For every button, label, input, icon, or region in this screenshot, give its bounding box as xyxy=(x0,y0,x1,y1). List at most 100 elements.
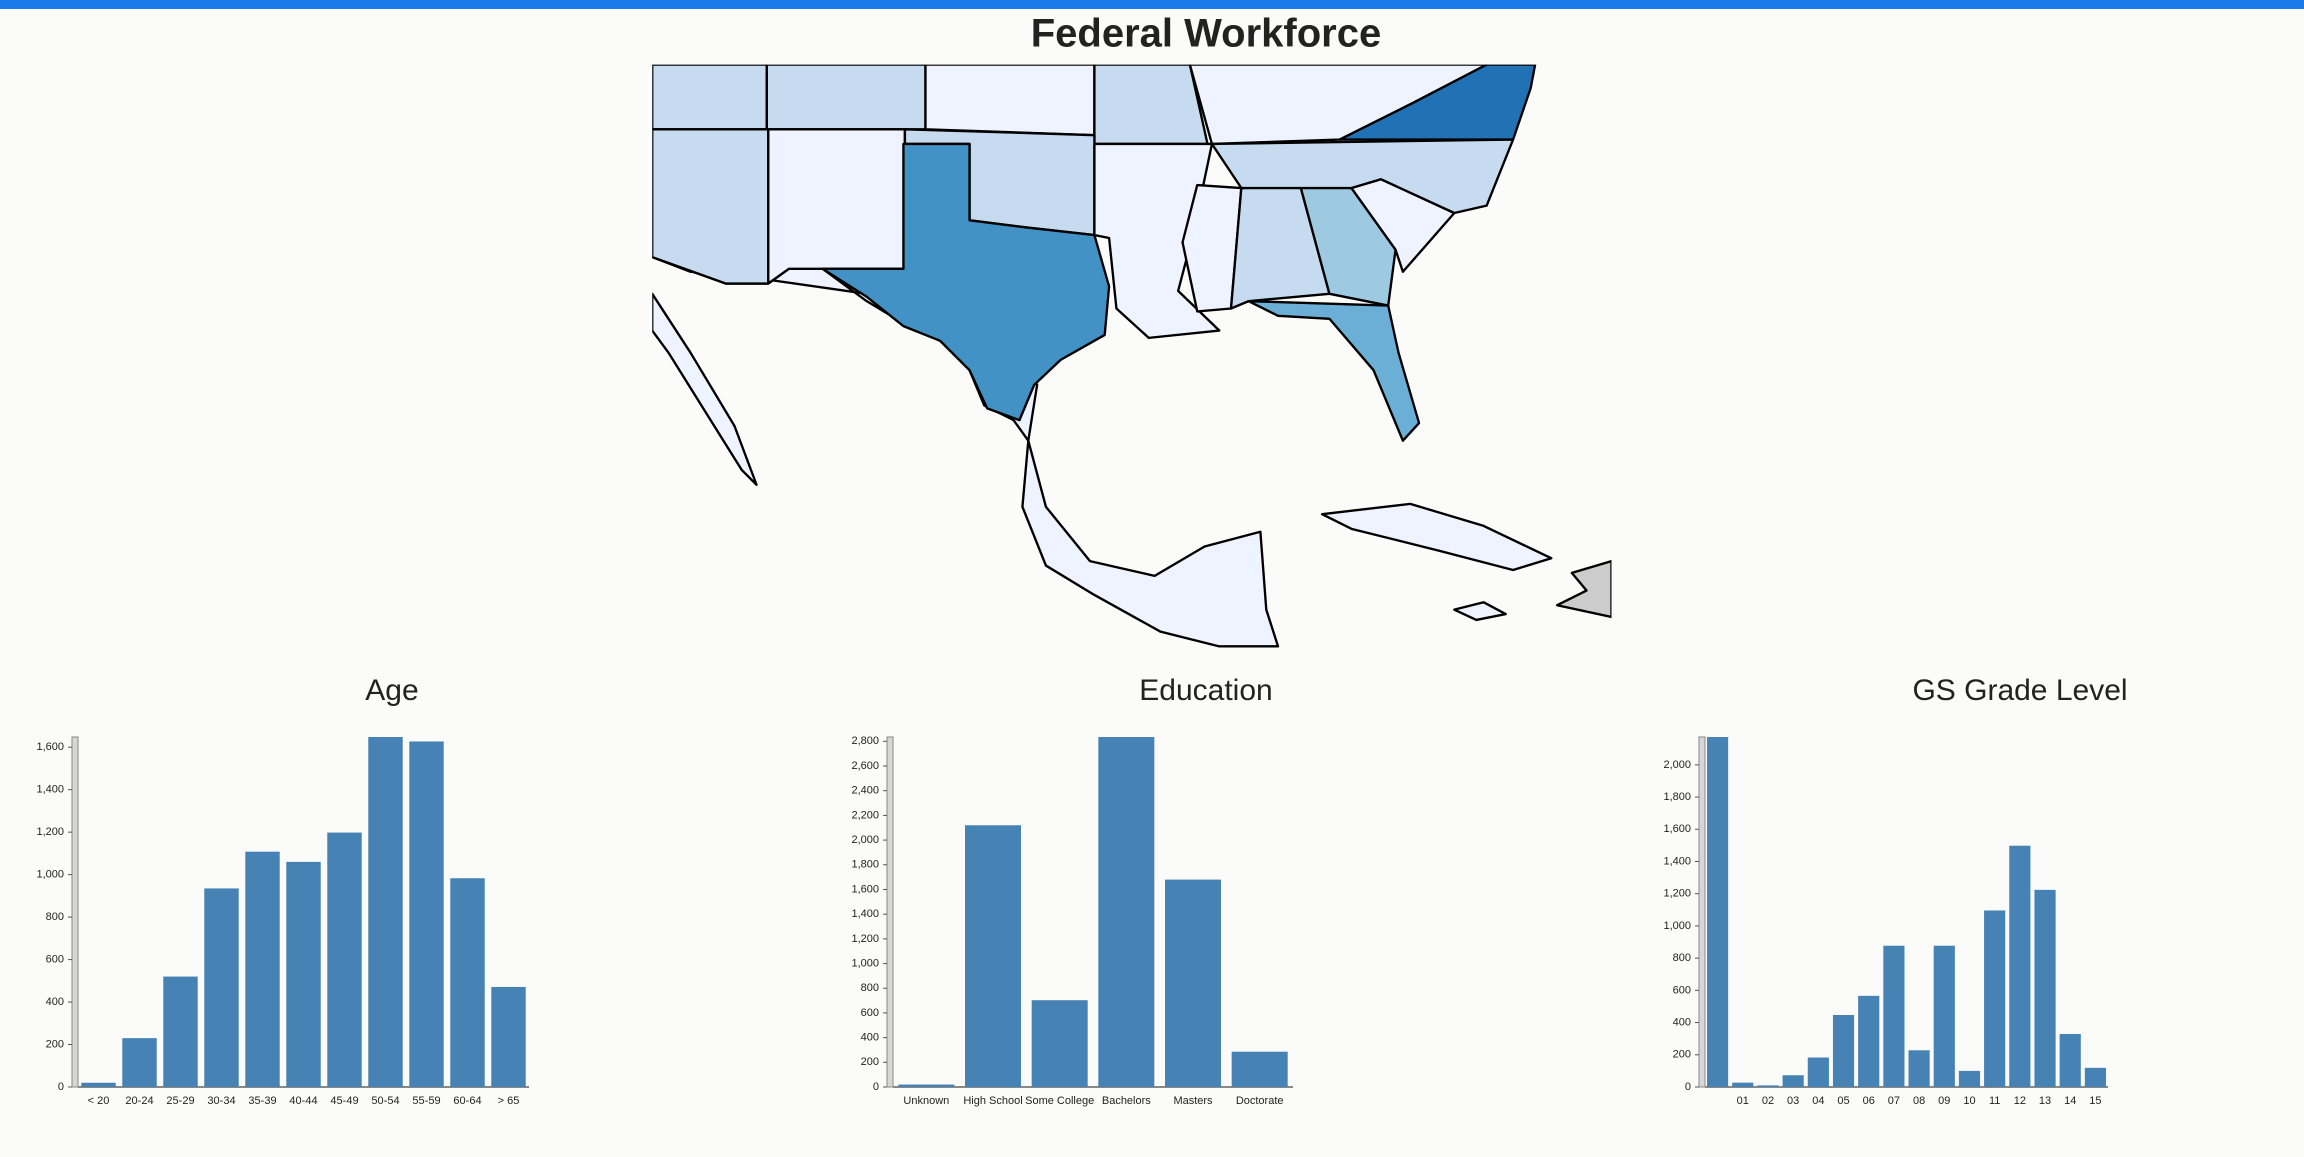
y-tick-label: 200 xyxy=(46,1038,64,1050)
bar xyxy=(1031,1000,1088,1087)
x-tick-label: 04 xyxy=(1812,1095,1824,1107)
x-tick-label: 13 xyxy=(2039,1095,2051,1107)
top-bar xyxy=(0,0,2304,9)
bar xyxy=(1858,995,1880,1087)
x-tick-label: High School xyxy=(963,1095,1022,1107)
y-tick-label: 1,400 xyxy=(1663,855,1691,867)
y-tick-label: 600 xyxy=(1673,984,1691,996)
x-tick-label: 30-34 xyxy=(207,1095,235,1107)
bar xyxy=(898,1084,955,1087)
bar xyxy=(2034,889,2056,1087)
y-tick-label: 0 xyxy=(873,1081,879,1093)
y-tick-label: 200 xyxy=(861,1056,879,1068)
bar xyxy=(1933,945,1955,1087)
y-tick-label: 400 xyxy=(1673,1016,1691,1028)
x-tick-label: 60-64 xyxy=(453,1095,481,1107)
bar xyxy=(81,1082,116,1087)
x-tick-label: 40-44 xyxy=(289,1095,317,1107)
y-tick-label: 200 xyxy=(1673,1049,1691,1061)
y-axis xyxy=(71,736,79,1088)
x-tick-label: 25-29 xyxy=(166,1095,194,1107)
x-tick-label: Doctorate xyxy=(1236,1095,1284,1107)
y-tick-label: 1,600 xyxy=(36,741,64,753)
bar xyxy=(1883,945,1905,1087)
y-tick-label: 600 xyxy=(861,1007,879,1019)
x-tick-label: > 65 xyxy=(498,1095,520,1107)
bar xyxy=(1231,1051,1288,1087)
y-tick-label: 1,600 xyxy=(1663,823,1691,835)
bar xyxy=(327,832,362,1087)
y-tick-label: 1,400 xyxy=(851,908,879,920)
x-tick-label: 09 xyxy=(1938,1095,1950,1107)
x-tick-label: 07 xyxy=(1888,1095,1900,1107)
bar xyxy=(1908,1050,1930,1087)
x-tick-label: Masters xyxy=(1173,1095,1213,1107)
x-tick-label: 08 xyxy=(1913,1095,1925,1107)
bar xyxy=(1098,737,1155,1087)
map xyxy=(652,64,1612,648)
x-tick-label: 35-39 xyxy=(248,1095,276,1107)
y-tick-label: 1,400 xyxy=(36,784,64,796)
y-tick-label: 1,600 xyxy=(851,883,879,895)
y-tick-label: 2,800 xyxy=(851,735,879,747)
bar xyxy=(2009,845,2031,1087)
x-tick-label: Unknown xyxy=(903,1095,949,1107)
bar xyxy=(2084,1067,2106,1087)
bar xyxy=(491,986,526,1087)
x-tick-label: 20-24 xyxy=(125,1095,153,1107)
x-tick-label: 06 xyxy=(1863,1095,1875,1107)
y-tick-label: 800 xyxy=(46,911,64,923)
bar xyxy=(286,861,321,1087)
y-tick-label: 2,200 xyxy=(851,809,879,821)
bar xyxy=(204,888,239,1087)
y-tick-label: 0 xyxy=(1685,1081,1691,1093)
bar xyxy=(245,851,280,1087)
x-tick-label: 05 xyxy=(1837,1095,1849,1107)
y-tick-label: 1,800 xyxy=(1663,791,1691,803)
bar xyxy=(1832,1015,1855,1087)
x-tick-label: Some College xyxy=(1025,1095,1094,1107)
bar xyxy=(368,737,403,1087)
y-tick-label: 2,400 xyxy=(851,785,879,797)
chart-title: Education xyxy=(1139,674,1272,707)
bar xyxy=(1958,1070,1981,1087)
bar xyxy=(122,1038,157,1087)
y-tick-label: 400 xyxy=(46,996,64,1008)
bar xyxy=(163,976,198,1087)
bar xyxy=(2059,1034,2081,1087)
bar xyxy=(1757,1085,1779,1087)
x-tick-label: 10 xyxy=(1963,1095,1975,1107)
bar xyxy=(1807,1057,1829,1087)
y-tick-label: 1,000 xyxy=(1663,920,1691,932)
y-tick-label: 0 xyxy=(58,1081,64,1093)
y-tick-label: 1,200 xyxy=(36,826,64,838)
x-tick-label: 03 xyxy=(1787,1095,1799,1107)
y-tick-label: 1,000 xyxy=(851,957,879,969)
y-tick-label: 1,000 xyxy=(36,869,64,881)
bar xyxy=(1782,1075,1804,1087)
y-tick-label: 800 xyxy=(861,982,879,994)
x-tick-label: 55-59 xyxy=(412,1095,440,1107)
x-tick-label: Bachelors xyxy=(1102,1095,1151,1107)
y-tick-label: 400 xyxy=(861,1032,879,1044)
x-tick-label: < 20 xyxy=(88,1095,110,1107)
x-tick-label: 12 xyxy=(2014,1095,2026,1107)
x-tick-label: 11 xyxy=(1989,1095,2000,1107)
y-tick-label: 1,200 xyxy=(1663,888,1691,900)
chart-title: Age xyxy=(365,674,418,707)
chart-title: GS Grade Level xyxy=(1912,674,2127,707)
x-tick-label: 45-49 xyxy=(330,1095,358,1107)
bar xyxy=(1707,737,1729,1087)
x-tick-label: 14 xyxy=(2064,1095,2076,1107)
y-tick-label: 1,800 xyxy=(851,859,879,871)
y-tick-label: 2,000 xyxy=(1663,759,1691,771)
y-tick-label: 600 xyxy=(46,953,64,965)
page-title: Federal Workforce xyxy=(1031,12,1382,56)
y-axis xyxy=(1698,736,1706,1088)
x-tick-label: 15 xyxy=(2089,1095,2101,1107)
y-axis xyxy=(886,736,894,1088)
x-tick-label: 02 xyxy=(1762,1095,1774,1107)
y-tick-label: 800 xyxy=(1673,952,1691,964)
